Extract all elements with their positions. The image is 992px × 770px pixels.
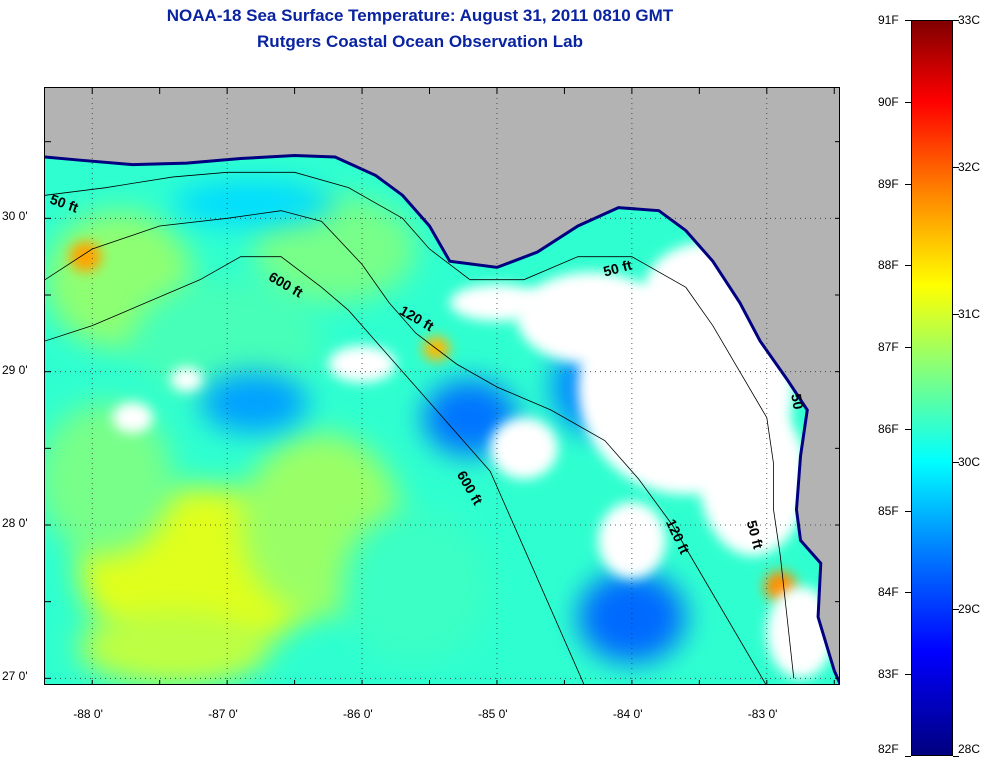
- coastline: [45, 153, 839, 684]
- colorbar-f-tick: [905, 756, 911, 757]
- colorbar-f-label: 91F: [878, 13, 899, 27]
- sst-patch: [45, 402, 174, 556]
- land: [45, 88, 839, 682]
- cloud-patch: [699, 402, 808, 556]
- cloud-patch: [517, 272, 666, 364]
- sst-patch: [173, 180, 336, 226]
- sst-patch: [200, 371, 309, 434]
- contour-600ft: [45, 256, 585, 684]
- map-title: NOAA-18 Sea Surface Temperature: August …: [166, 6, 674, 25]
- lon-tick-label: -84 0': [612, 707, 643, 721]
- colorbar-c-label: 31C: [958, 307, 981, 322]
- colorbar-f-label: 84F: [878, 585, 899, 600]
- colorbar-f-tick: [905, 183, 911, 185]
- colorbar-c-label: 29C: [958, 601, 981, 616]
- colorbar-f-tick: [905, 428, 911, 430]
- colorbar-c-tick: [953, 756, 959, 757]
- colorbar-f-tick: [905, 592, 911, 594]
- colorbar-f-label: 88F: [878, 258, 899, 273]
- contour-label: 50 ft: [744, 519, 767, 551]
- lat-tick-label: 29 0': [2, 362, 28, 377]
- sst-patch: [78, 609, 268, 684]
- lon-tick-label: -83 0': [747, 707, 778, 721]
- land-mask: [45, 88, 839, 684]
- colorbar-f-label: 87F: [878, 340, 899, 355]
- lat-tick-label: 28 0': [2, 516, 28, 530]
- colorbar-c-label: 30C: [958, 454, 981, 469]
- lon-tick-label: -85 0': [477, 707, 508, 721]
- colorbar-c-tick: [953, 608, 959, 610]
- colorbar-c-tick: [953, 314, 959, 316]
- colorbar-f-tick: [905, 347, 911, 349]
- sst-map: 50 ft 600 ft 120 ft 50 ft 600 ft 120 ft 50 ft 5…: [44, 87, 840, 685]
- colorbar-f-tick: [905, 101, 911, 103]
- colorbar-f-label: 85F: [878, 503, 899, 518]
- cloud-patch: [170, 367, 203, 392]
- colorbar-c-label: 28C: [958, 742, 981, 756]
- depth-contours: [45, 171, 795, 684]
- contour-label: 50 ft: [602, 257, 634, 280]
- contour-120ft: [45, 210, 767, 684]
- colorbar-f-label: 83F: [878, 667, 899, 682]
- colorbar-c-label: 33C: [958, 13, 981, 27]
- sst-patch: [341, 509, 491, 663]
- colorbar-f-label: 89F: [878, 176, 899, 191]
- cloud-patch: [449, 284, 545, 322]
- colorbar-f-tick: [905, 20, 911, 21]
- colorbar-f-tick: [905, 265, 911, 267]
- colorbar-f-label: 90F: [878, 94, 899, 109]
- lat-tick-label: 27 0': [2, 669, 28, 684]
- graticule: [45, 88, 839, 684]
- cloud-patch: [112, 402, 153, 433]
- contour-50ft: [45, 171, 795, 679]
- lat-tick-label: 30 0': [2, 209, 28, 224]
- map-subtitle: Rutgers Coastal Ocean Observation Lab: [257, 32, 583, 51]
- colorbar-f-label: 82F: [878, 742, 899, 756]
- lon-tick-label: -88 0': [73, 707, 103, 721]
- colorbar-f-label: 86F: [878, 421, 899, 436]
- contour-label: 50: [788, 392, 806, 410]
- sst-patch: [577, 571, 686, 663]
- colorbar-c-tick: [953, 461, 959, 463]
- colorbar-c-tick: [953, 167, 959, 169]
- cloud-patch: [490, 417, 558, 480]
- colorbar-f-tick: [905, 674, 911, 676]
- cloud-patch: [598, 502, 666, 579]
- colorbar-c-tick: [953, 20, 959, 21]
- colorbar-f-tick: [905, 510, 911, 512]
- colorbar-c-label: 32C: [958, 160, 981, 175]
- lon-tick-label: -87 0': [208, 707, 238, 721]
- temperature-colorbar: [911, 20, 953, 756]
- lon-tick-label: -86 0': [343, 707, 373, 721]
- sst-patch: [69, 241, 102, 272]
